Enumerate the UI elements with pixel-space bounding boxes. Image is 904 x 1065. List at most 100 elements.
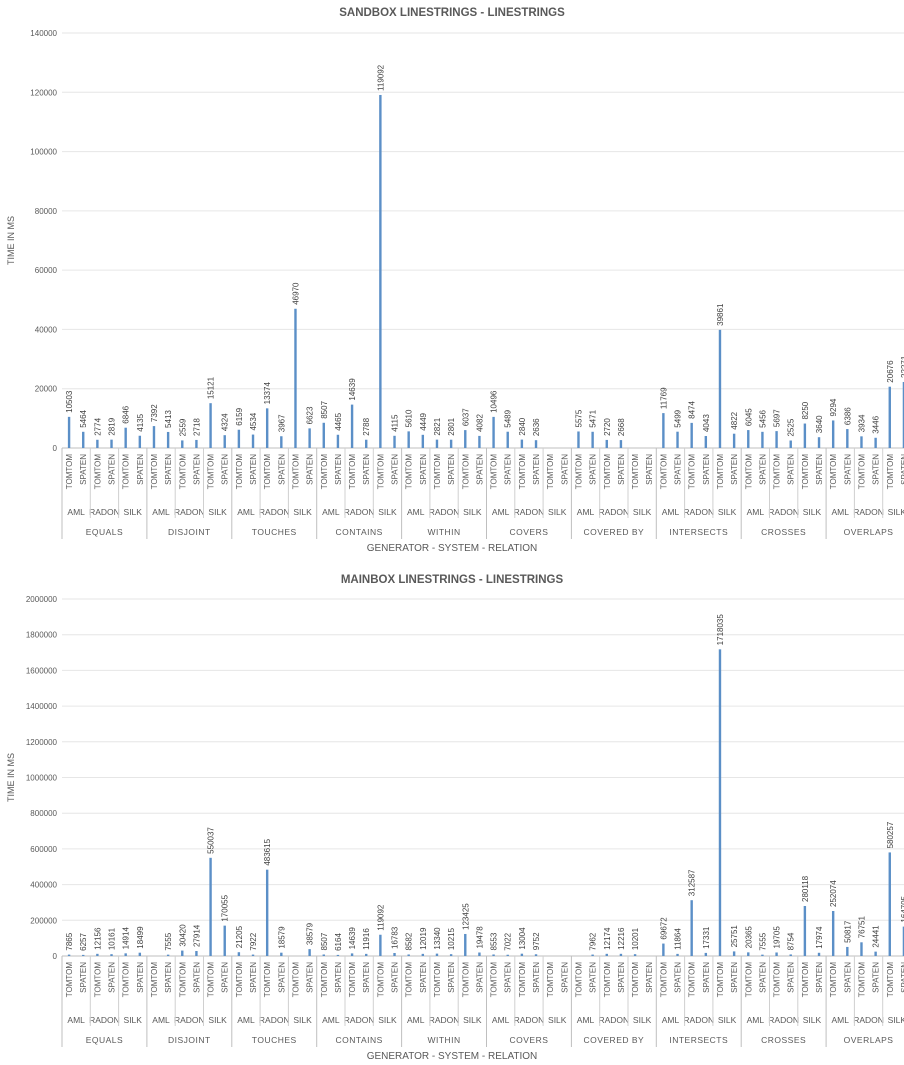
system-label: TOMTOM	[801, 962, 810, 998]
bar	[732, 433, 736, 448]
system-label: SPATEN	[900, 454, 904, 485]
system-label: SPATEN	[843, 454, 852, 485]
data-label: 2720	[603, 418, 612, 436]
system-label: SPATEN	[391, 962, 400, 993]
system-label: TOMTOM	[574, 962, 583, 998]
group-label: WITHIN	[427, 1035, 460, 1045]
y-tick-label: 120000	[30, 88, 57, 97]
bar	[676, 953, 679, 956]
data-label: 6623	[306, 406, 315, 424]
bar	[747, 952, 750, 956]
system-label: SPATEN	[277, 962, 286, 993]
mainbox-chart-svg: MAINBOX LINESTRINGS - LINESTRINGS 0 200000…	[6, 574, 904, 1062]
data-label: 2819	[108, 417, 117, 435]
generator-label: AML	[407, 1015, 425, 1025]
system-label: SPATEN	[306, 962, 315, 993]
data-label: 9752	[532, 932, 541, 950]
generator-label: RADON	[259, 1015, 290, 1025]
system-label: SPATEN	[79, 962, 88, 993]
bar	[223, 435, 226, 448]
bar	[152, 426, 156, 448]
generator-label: AML	[492, 1015, 510, 1025]
data-label: 5489	[504, 409, 513, 427]
generator-label: SILK	[548, 507, 567, 517]
data-label: 8553	[490, 932, 499, 950]
system-label: SPATEN	[504, 454, 513, 485]
data-label: 8474	[688, 401, 697, 419]
system-label: SPATEN	[108, 962, 117, 993]
bar	[166, 431, 170, 448]
bar	[619, 440, 623, 448]
data-label: 7865	[65, 932, 74, 950]
data-label: 5610	[405, 409, 414, 427]
generator-label: AML	[662, 507, 680, 517]
system-label: SPATEN	[419, 454, 428, 485]
generator-label: SILK	[208, 507, 227, 517]
data-label: 3640	[815, 415, 824, 433]
data-label: 123425	[461, 903, 470, 930]
system-label: TOMTOM	[433, 962, 442, 998]
bar	[534, 954, 538, 956]
system-label: SPATEN	[475, 962, 484, 993]
generator-label: RADON	[683, 507, 714, 517]
data-label: 25751	[730, 925, 739, 948]
system-label: SPATEN	[560, 454, 569, 485]
generator-label: AML	[237, 507, 255, 517]
bar	[82, 431, 85, 448]
system-label: SPATEN	[221, 962, 230, 993]
bar	[874, 437, 877, 448]
generator-label: AML	[322, 1015, 340, 1025]
system-label: TOMTOM	[93, 454, 102, 490]
generator-label: AML	[832, 507, 850, 517]
group-label: OVERLAPS	[844, 1035, 894, 1045]
bar	[831, 911, 835, 956]
data-label: 2559	[178, 418, 187, 436]
bar	[690, 900, 693, 956]
bar	[280, 436, 283, 448]
system-label: TOMTOM	[886, 454, 895, 490]
system-label: SPATEN	[419, 962, 428, 993]
system-label: SPATEN	[589, 454, 598, 485]
data-label: 17331	[702, 926, 711, 949]
system-label: TOMTOM	[546, 962, 555, 998]
bar	[718, 649, 722, 956]
bar	[166, 954, 170, 956]
bar	[308, 949, 311, 956]
generator-label: RADON	[768, 1015, 799, 1025]
system-label: SPATEN	[532, 454, 541, 485]
system-label: SPATEN	[136, 962, 145, 993]
data-label: 19705	[773, 926, 782, 949]
system-label: SPATEN	[787, 454, 796, 485]
group-label: DISJOINT	[168, 1035, 211, 1045]
system-label: TOMTOM	[829, 962, 838, 998]
data-label: 16783	[391, 926, 400, 949]
system-label: TOMTOM	[603, 454, 612, 490]
bar	[209, 857, 212, 956]
bar	[209, 403, 212, 448]
y-tick-label: 1000000	[26, 774, 58, 783]
data-label: 5575	[574, 409, 583, 427]
data-label: 4534	[249, 412, 258, 430]
generator-label: RADON	[174, 507, 205, 517]
generator-label: SILK	[633, 1015, 652, 1025]
data-label: 3967	[277, 414, 286, 432]
bar	[110, 439, 113, 448]
data-label: 2774	[93, 417, 102, 435]
system-label: TOMTOM	[348, 962, 357, 998]
system-label: TOMTOM	[150, 454, 159, 490]
bar	[67, 416, 71, 448]
system-label: SPATEN	[362, 454, 371, 485]
system-label: TOMTOM	[659, 454, 668, 490]
system-label: TOMTOM	[93, 962, 102, 998]
bar	[195, 951, 198, 956]
data-label: 580257	[886, 821, 895, 848]
data-label: 13340	[433, 927, 442, 950]
data-label: 38579	[306, 922, 315, 945]
system-label: SPATEN	[164, 962, 173, 993]
bar	[902, 926, 904, 956]
data-label: 10503	[65, 390, 74, 413]
generator-label: SILK	[378, 507, 397, 517]
bar	[775, 952, 778, 956]
data-label: 3934	[857, 414, 866, 432]
system-label: SPATEN	[730, 962, 739, 993]
